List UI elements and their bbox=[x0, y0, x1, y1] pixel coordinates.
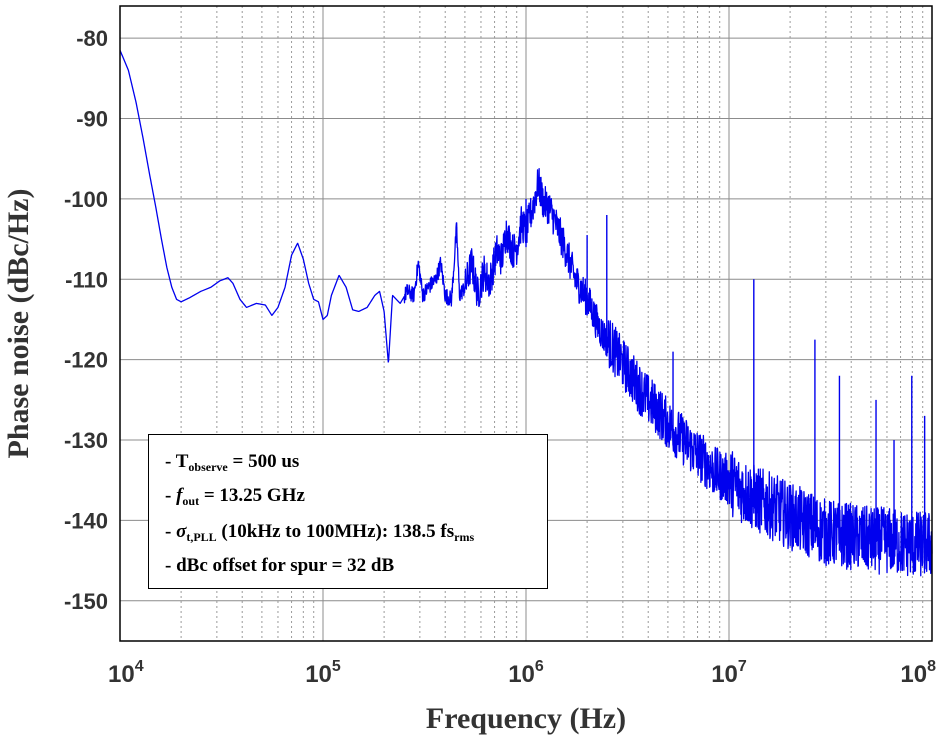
legend-line-jitter: - σt,PLL (10kHz to 100MHz): 138.5 fsrms bbox=[165, 521, 474, 545]
legend-subscript: t,PLL bbox=[186, 530, 217, 544]
minor-grid bbox=[180, 6, 924, 641]
tick-labels: -80 -90 -100 -110 -120 -130 -140 -150 104 105 106 1… bbox=[64, 26, 936, 688]
legend-text: - bbox=[165, 521, 177, 542]
y-tick-label: -130 bbox=[64, 428, 108, 453]
legend-symbol: σ bbox=[176, 521, 187, 542]
y-tick-label: -140 bbox=[64, 508, 108, 533]
legend-box: - Tobserve = 500 us - fout = 13.25 GHz -… bbox=[148, 434, 548, 589]
x-tick-label: 105 bbox=[305, 658, 341, 688]
y-tick-label: -100 bbox=[64, 187, 108, 212]
x-axis-label: Frequency (Hz) bbox=[426, 702, 626, 735]
legend-text: = 500 us bbox=[227, 451, 300, 472]
y-tick-label: -110 bbox=[65, 267, 108, 292]
y-tick-label: -90 bbox=[76, 107, 108, 132]
y-axis-label: Phase noise (dBc/Hz) bbox=[2, 189, 35, 459]
series-layer bbox=[119, 49, 933, 577]
legend-subscript: out bbox=[182, 494, 200, 508]
legend-text: (10kHz to 100MHz): 138.5 fs bbox=[216, 521, 455, 542]
legend-line-fout: - fout = 13.25 GHz bbox=[165, 485, 305, 509]
legend-text: - T bbox=[165, 451, 189, 472]
legend-subscript: observe bbox=[188, 460, 228, 474]
legend-text: - bbox=[165, 485, 177, 506]
legend-symbol: f bbox=[176, 485, 183, 506]
y-tick-label: -80 bbox=[76, 26, 108, 51]
x-tick-label: 107 bbox=[711, 658, 747, 688]
legend-subscript: rms bbox=[454, 530, 475, 544]
y-tick-label: -120 bbox=[64, 348, 108, 373]
legend-text: = 13.25 GHz bbox=[199, 485, 305, 506]
y-tick-label: -150 bbox=[64, 589, 108, 614]
x-tick-label: 108 bbox=[900, 658, 936, 688]
legend-line-spur-offset: - dBc offset for spur = 32 dB bbox=[165, 555, 394, 577]
plot-frame bbox=[119, 5, 933, 642]
legend-line-observe-time: - Tobserve = 500 us bbox=[165, 451, 299, 475]
x-tick-label: 106 bbox=[508, 658, 544, 688]
x-tick-label: 104 bbox=[108, 658, 144, 688]
legend-text: - dBc offset for spur = 32 dB bbox=[165, 555, 395, 576]
